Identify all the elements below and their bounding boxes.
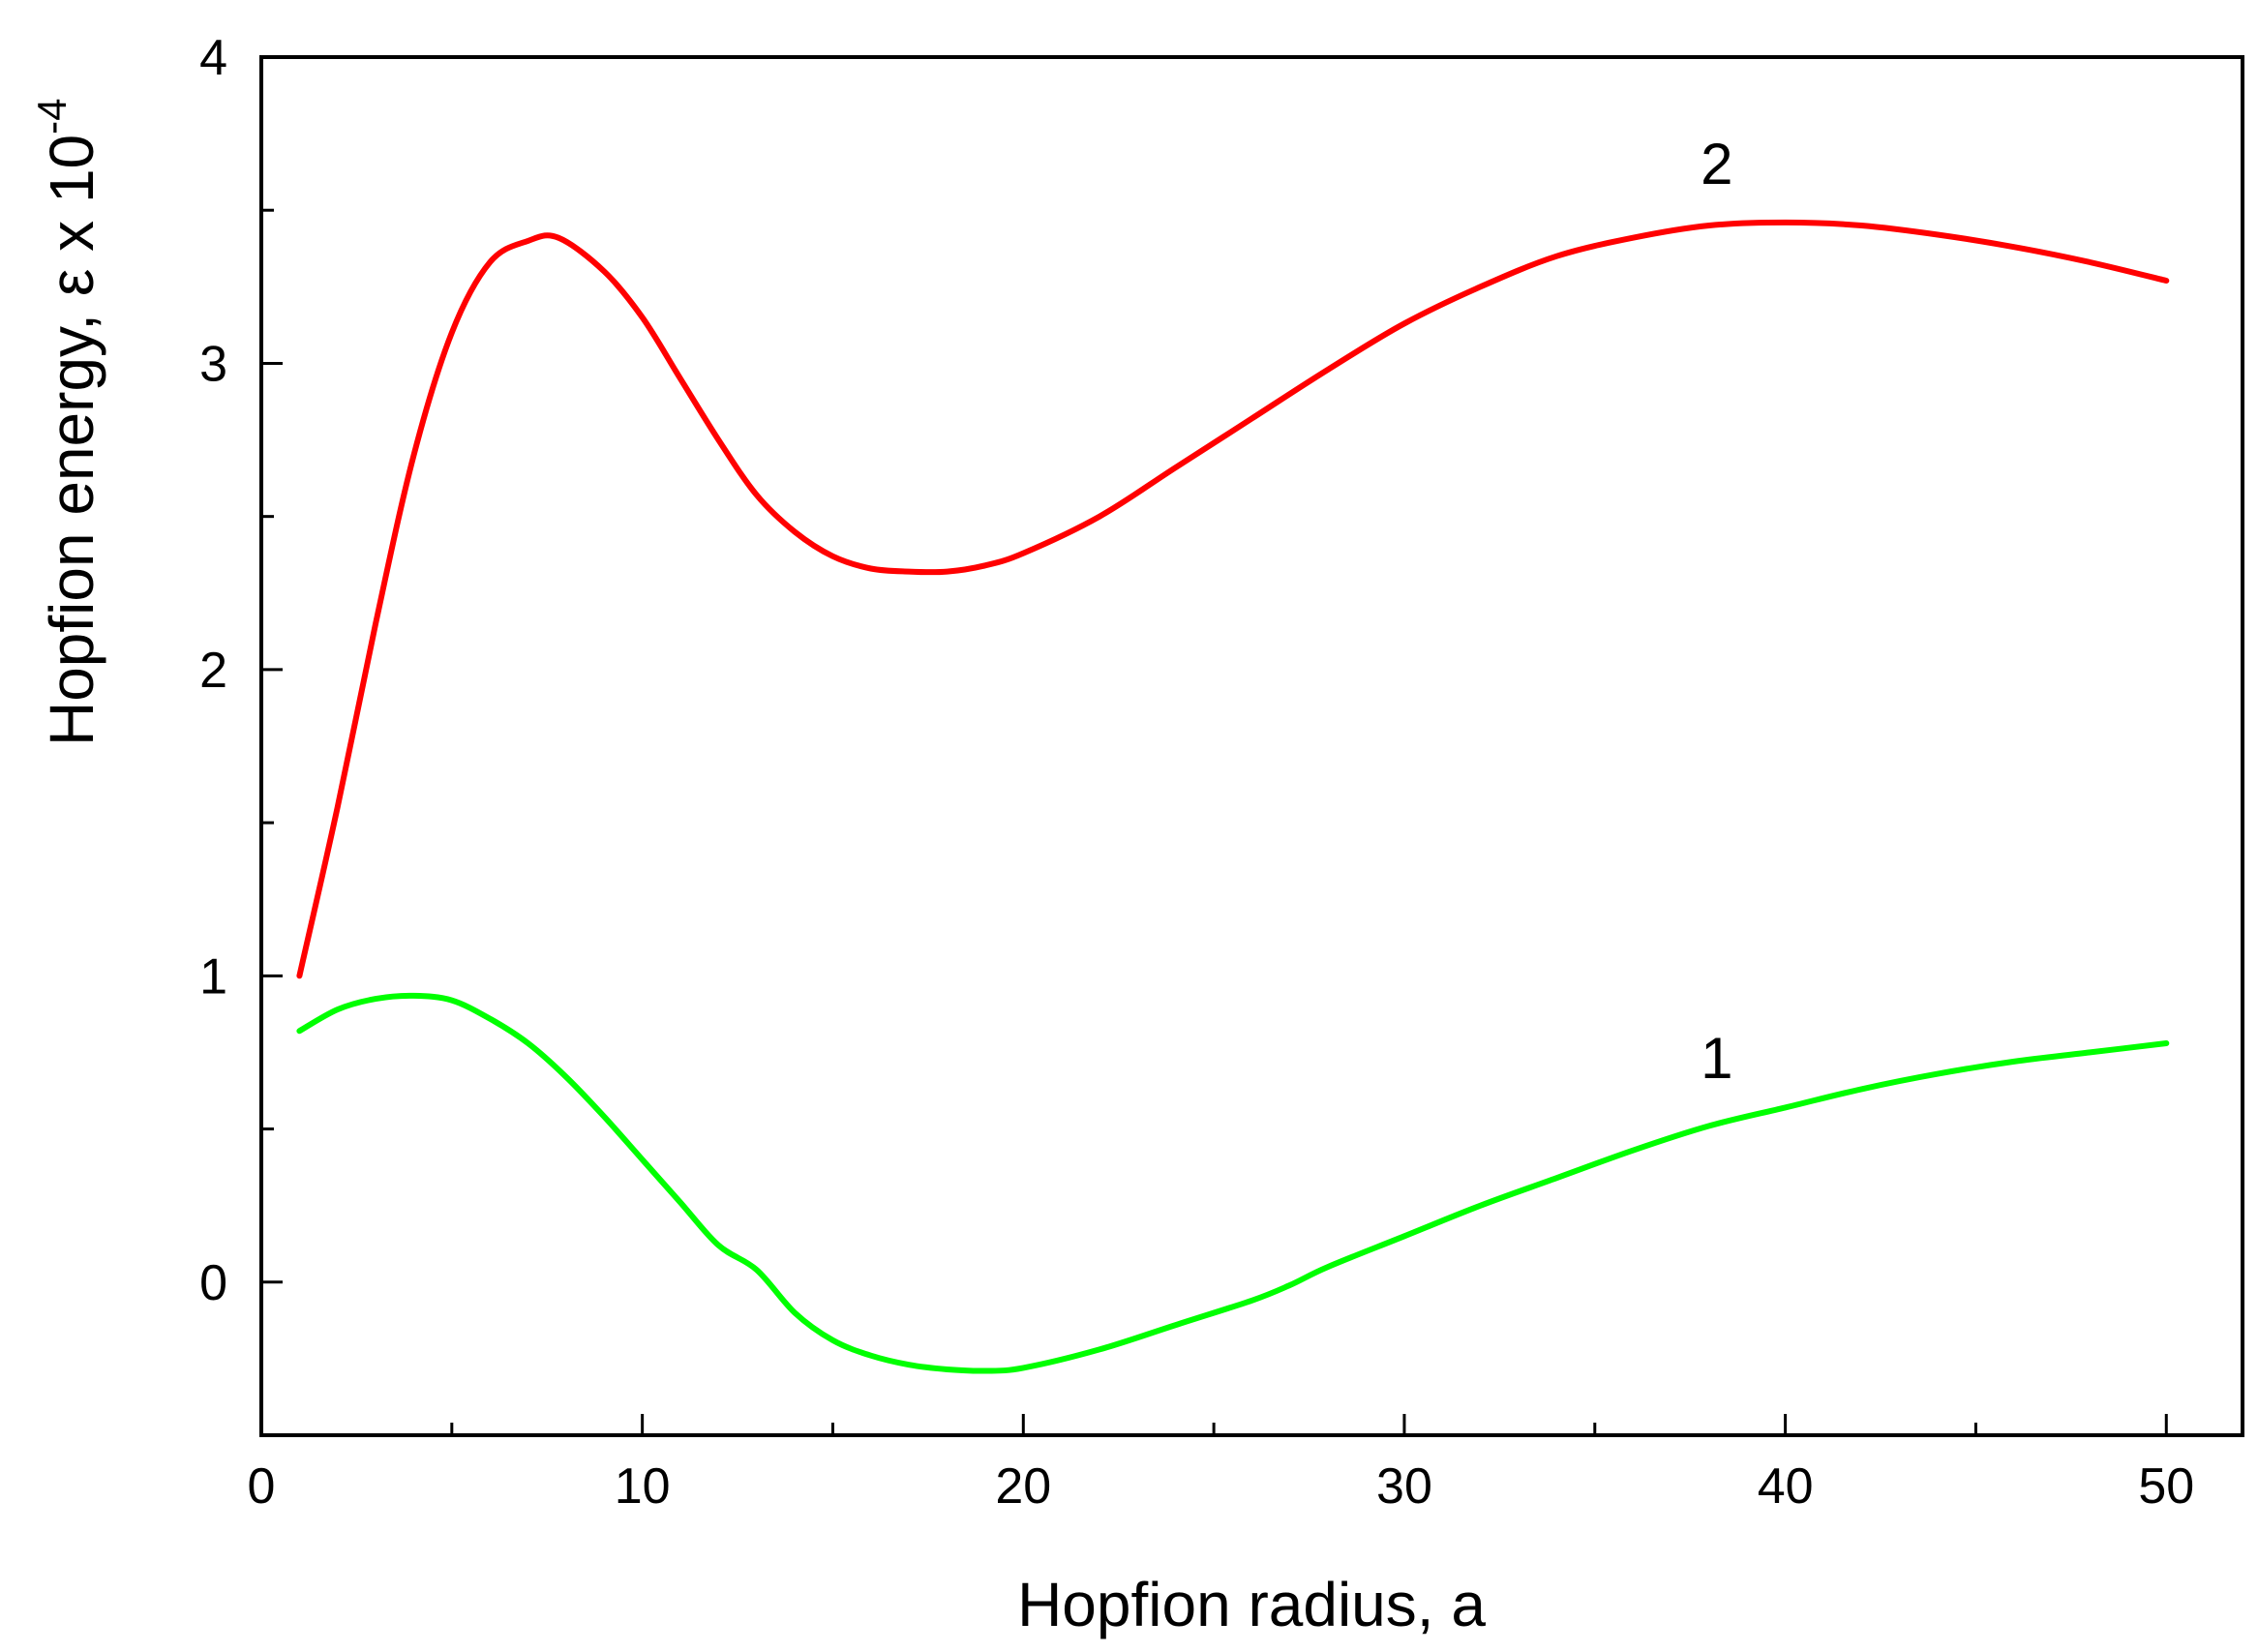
x-tick-label: 10 bbox=[615, 1458, 671, 1515]
axis-tick-labels: 0 10 20 30 40 50 0 1 2 3 4 bbox=[199, 30, 2194, 1515]
y-axis-title-exponent: -4 bbox=[29, 98, 75, 134]
y-axis-title-main: Hopfion energy, ε x 10 bbox=[37, 135, 106, 746]
x-tick-label: 30 bbox=[1376, 1458, 1432, 1515]
x-axis-title: Hopfion radius, a bbox=[1017, 1570, 1486, 1639]
curve-label-1: 1 bbox=[1701, 1026, 1732, 1091]
y-tick-label: 3 bbox=[199, 336, 227, 392]
y-tick-label: 0 bbox=[199, 1255, 227, 1311]
plot-frame bbox=[259, 55, 2244, 1437]
x-tick-label: 50 bbox=[2138, 1458, 2194, 1515]
series-line-2 bbox=[296, 219, 2170, 979]
series-group bbox=[296, 219, 2170, 1374]
x-tick-label: 0 bbox=[248, 1458, 276, 1515]
x-tick-label: 20 bbox=[995, 1458, 1051, 1515]
curve-label-2: 2 bbox=[1701, 132, 1732, 196]
x-tick-label: 40 bbox=[1758, 1458, 1814, 1515]
axis-ticks bbox=[259, 55, 2168, 1435]
y-axis-title: Hopfion energy, ε x 10-4 bbox=[29, 98, 106, 746]
series-line-1 bbox=[296, 992, 2170, 1374]
curve-annotations: 21 bbox=[1701, 132, 1732, 1091]
y-tick-label: 2 bbox=[199, 643, 227, 699]
y-tick-label: 1 bbox=[199, 948, 227, 1005]
y-tick-label: 4 bbox=[199, 30, 227, 86]
